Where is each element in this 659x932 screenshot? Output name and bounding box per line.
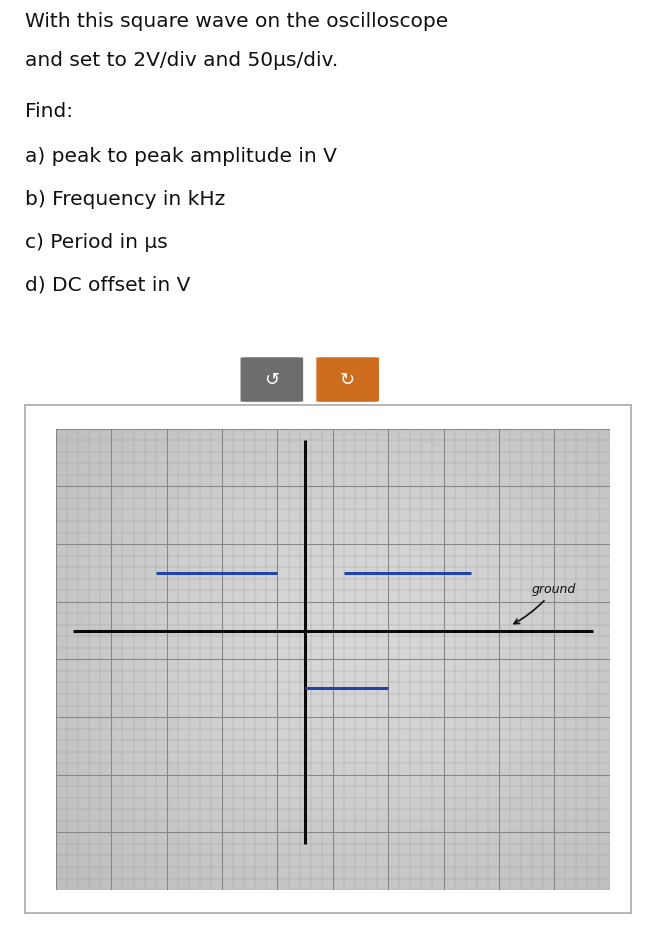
- FancyBboxPatch shape: [241, 357, 303, 402]
- Text: ground: ground: [514, 583, 577, 624]
- Text: With this square wave on the oscilloscope: With this square wave on the oscilloscop…: [25, 12, 448, 31]
- FancyBboxPatch shape: [316, 357, 379, 402]
- Text: and set to 2V/div and 50μs/div.: and set to 2V/div and 50μs/div.: [25, 51, 338, 70]
- Text: ↻: ↻: [340, 371, 355, 389]
- Text: Find:: Find:: [25, 102, 73, 121]
- Text: a) peak to peak amplitude in V: a) peak to peak amplitude in V: [25, 146, 337, 166]
- Text: c) Period in μs: c) Period in μs: [25, 233, 168, 252]
- Text: d) DC offset in V: d) DC offset in V: [25, 276, 190, 295]
- Text: ↺: ↺: [264, 371, 279, 389]
- Text: b) Frequency in kHz: b) Frequency in kHz: [25, 190, 225, 209]
